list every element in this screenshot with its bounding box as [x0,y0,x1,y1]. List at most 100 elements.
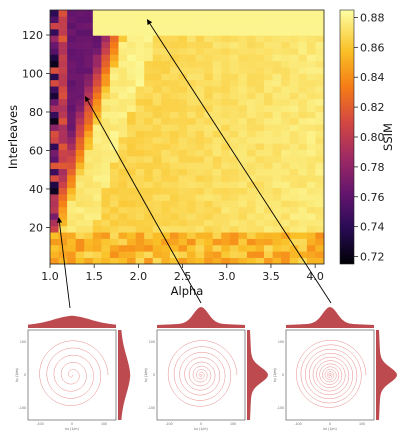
heatmap-cell [315,117,325,125]
heatmap-cell [178,257,188,265]
heatmap-cell [229,232,239,239]
heatmap-cell [118,105,128,112]
heatmap-cell [187,162,196,170]
heatmap-cell [298,219,308,227]
heatmap-cell [238,79,248,87]
heatmap-cell [101,86,111,93]
heatmap-cell [238,213,248,220]
heatmap-cell [50,67,59,74]
heatmap-cell [187,124,196,131]
heatmap-cell [264,22,273,30]
heatmap-cell [75,130,85,138]
heatmap-cell [109,22,119,30]
heatmap-cell [58,143,68,150]
heatmap-cell [315,48,325,55]
heatmap-cell [109,60,119,68]
heatmap-cell [272,219,282,227]
heatmap-cell [92,79,102,87]
heatmap-cell [289,251,299,258]
heatmap-cell [118,35,128,43]
heatmap-cell [229,117,239,125]
heatmap-cell [212,111,222,119]
heatmap-cell [152,175,162,182]
heatmap-cell [229,251,239,258]
heatmap-cell [152,98,162,106]
heatmap-cell [289,92,299,100]
heatmap-cell [127,143,136,150]
heatmap-cell [152,54,162,62]
heatmap-cell [169,175,179,182]
right-marginal-density [247,330,268,420]
heatmap-cell [255,105,265,112]
heatmap-cell [264,16,273,23]
heatmap-cell [118,60,128,68]
heatmap-cell [195,175,205,182]
heatmap-cell [144,162,154,170]
heatmap-cell [67,105,76,112]
heatmap-cell [246,98,256,106]
heatmap-cell [187,10,196,17]
heatmap-cell [195,194,205,201]
heatmap-cell [152,194,162,201]
heatmap-cell [58,213,68,220]
heatmap-cell [264,232,273,239]
heatmap-cell [212,105,222,112]
heatmap-cell [135,98,145,106]
heatmap-cell [92,124,102,131]
heatmap-cell [135,137,145,144]
heatmap-cell [152,22,162,30]
heatmap-cell [298,206,308,214]
heatmap-cell [67,73,76,81]
heatmap-cell [246,143,256,150]
heatmap-cell [75,225,85,233]
heatmap-cell [135,213,145,220]
heatmap-cell [84,130,94,138]
heatmap-cell [178,181,188,189]
heatmap-cell [178,168,188,176]
heatmap-cell [289,187,299,195]
heatmap-cell [195,238,205,246]
heatmap-cell [109,54,119,62]
heatmap-cell [187,54,196,62]
heatmap-cell [264,156,273,163]
heatmap-cell [101,187,111,195]
heatmap-cell [152,187,162,195]
heatmap-cell [178,244,188,252]
heatmap-cell [58,232,68,239]
heatmap-cell [264,244,273,252]
heatmap-cell [127,257,136,265]
spiral-trajectory [167,340,238,407]
heatmap-cell [178,105,188,112]
heatmap-cell [229,238,239,246]
heatmap-cell [229,60,239,68]
heatmap-cell [67,86,76,93]
heatmap-cell [298,168,308,176]
heatmap-cell [118,54,128,62]
heatmap-cell [238,67,248,74]
heatmap-cell [58,29,68,36]
heatmap-cell [50,10,59,17]
heatmap-cell [75,10,85,17]
heatmap-cell [187,29,196,36]
heatmap-cell [255,130,265,138]
heatmap-cell [255,181,265,189]
heatmap-cell [238,257,248,265]
heatmap-cell [161,124,171,131]
heatmap-cell [92,22,102,30]
heatmap-cell [187,98,196,106]
heatmap-cell [229,225,239,233]
heatmap-cell [169,105,179,112]
heatmap-cell [187,149,196,157]
heatmap-cell [127,16,136,23]
heatmap-cell [109,67,119,74]
heatmap-cell [50,86,59,93]
heatmap-cell [67,35,76,43]
heatmap-cell [135,124,145,131]
heatmap-cell [135,67,145,74]
heatmap-cell [127,149,136,157]
panel-y-tick-label: 0 [282,373,284,377]
heatmap-cell [204,92,213,100]
heatmap-cell [118,79,128,87]
heatmap-cell [306,162,316,170]
heatmap-cell [92,149,102,157]
